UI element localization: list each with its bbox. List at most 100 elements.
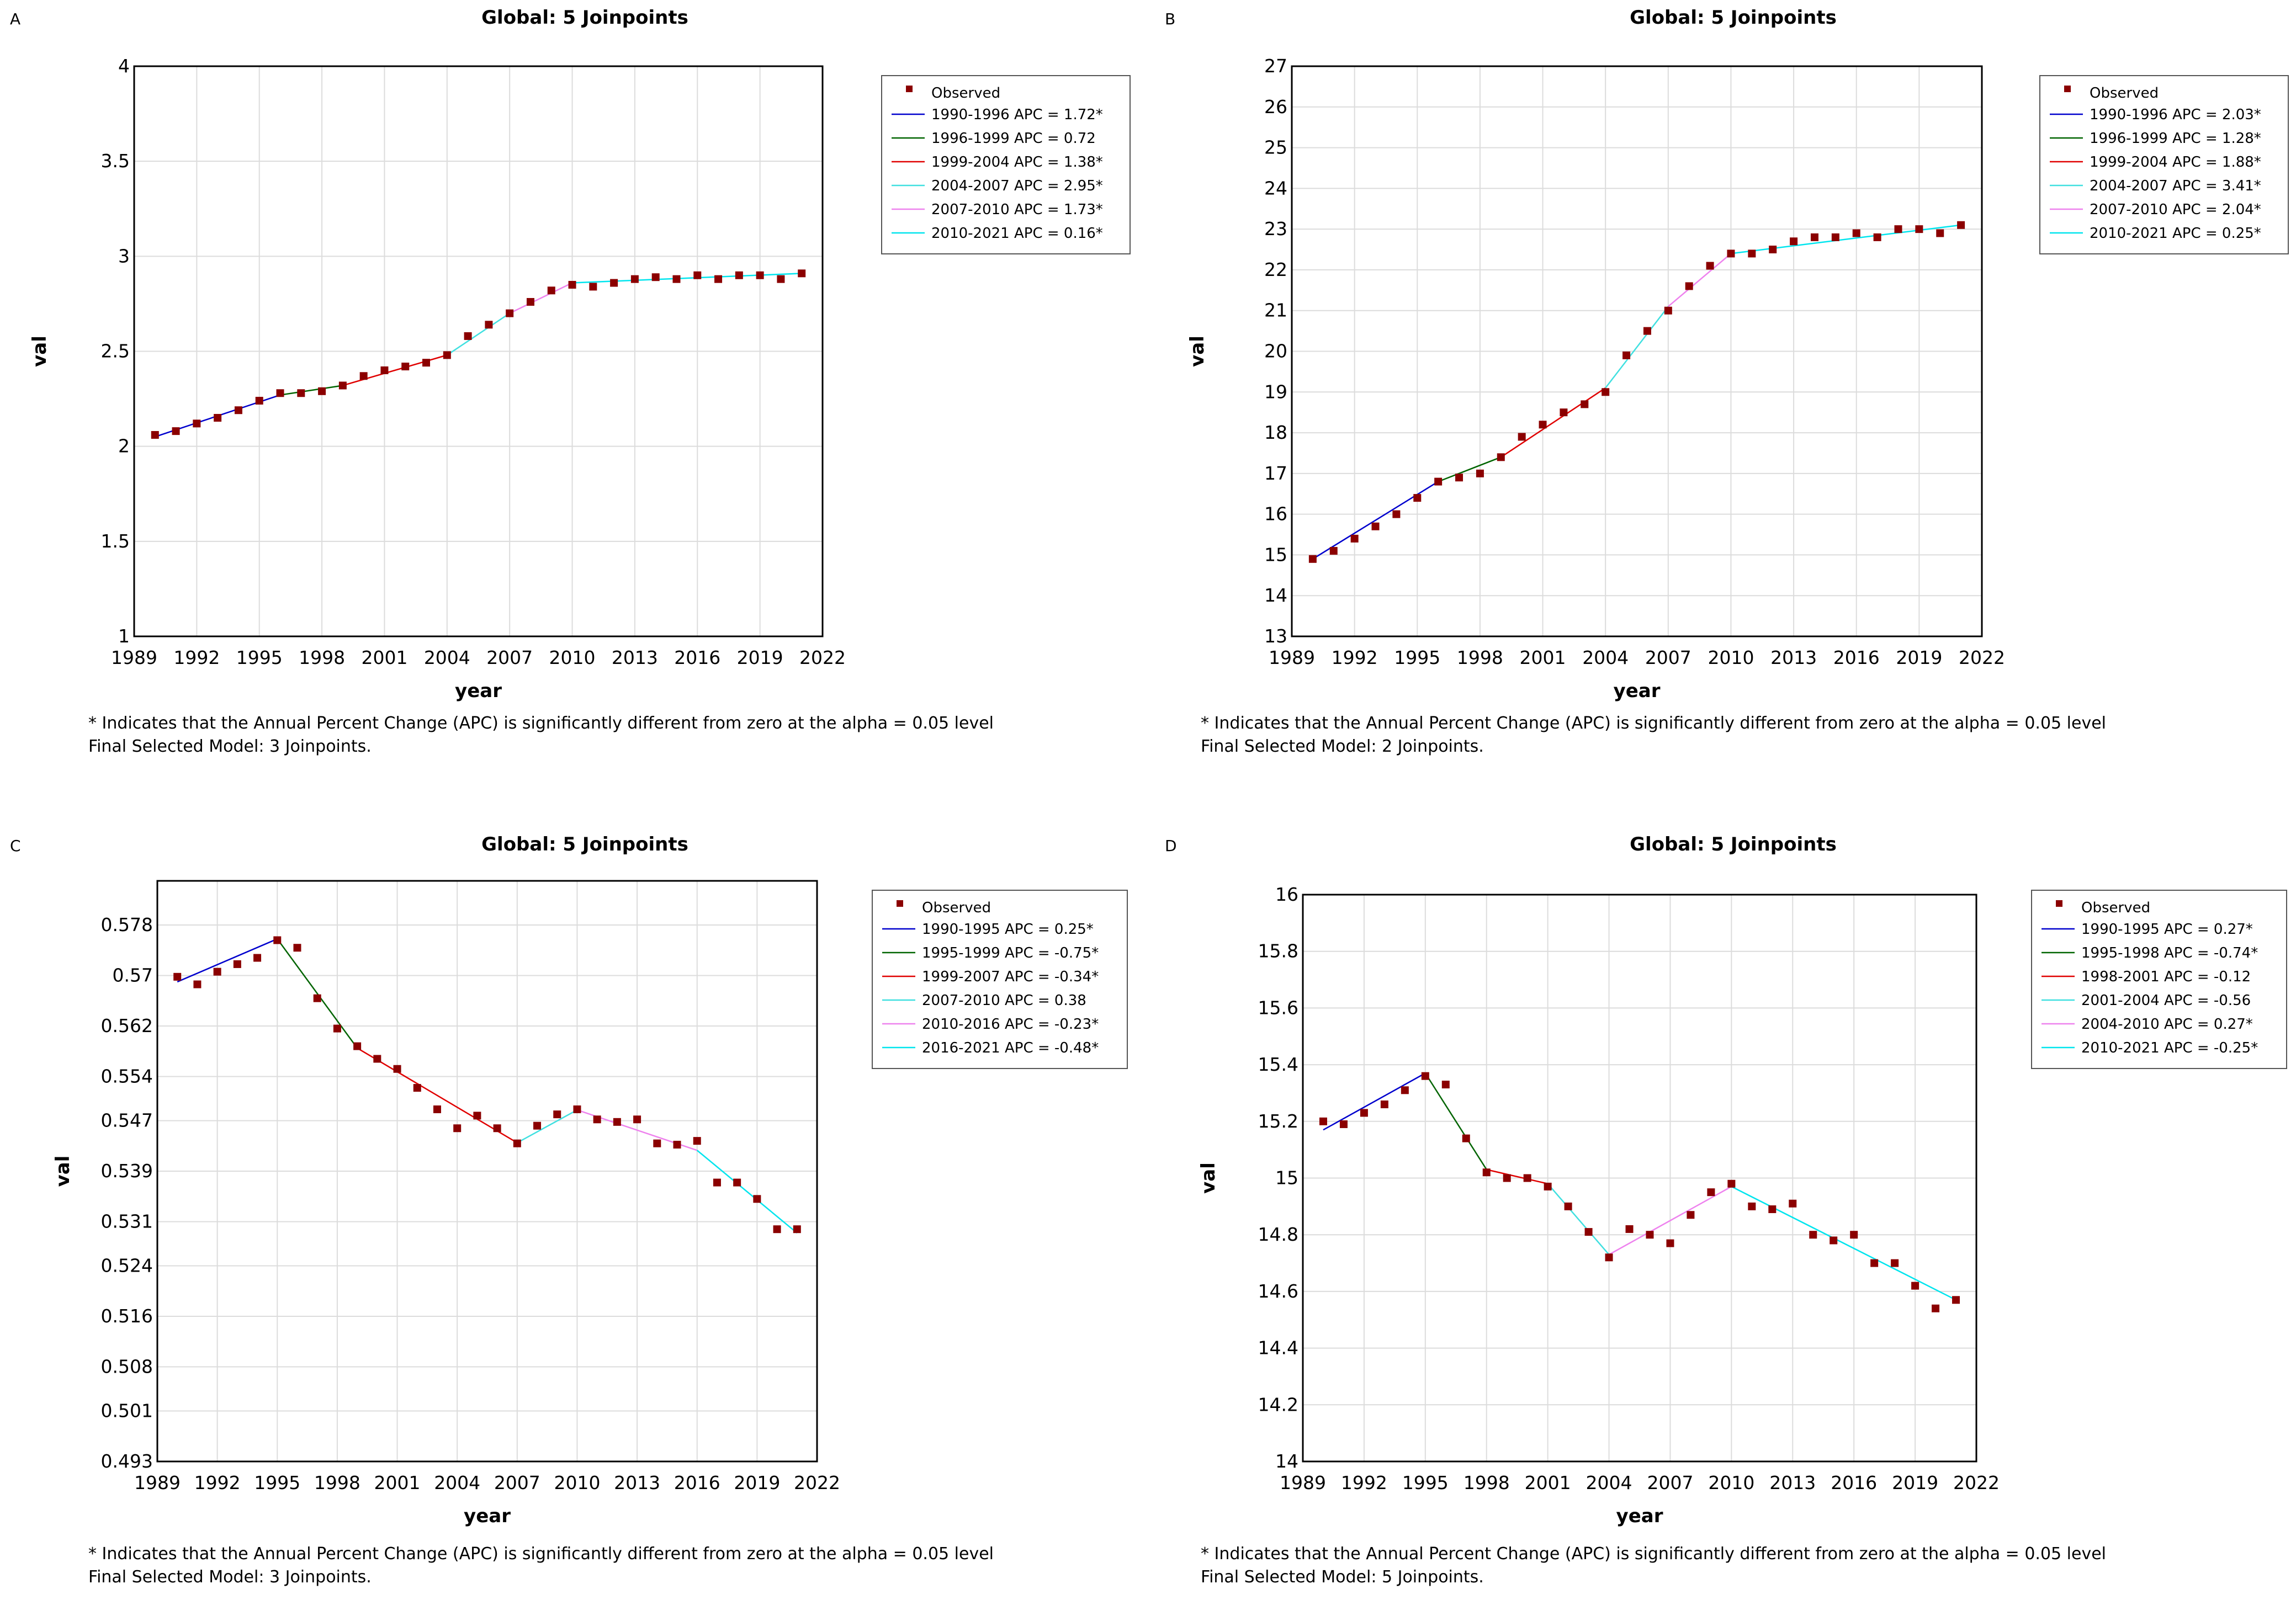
y-tick-label: 2	[118, 435, 130, 457]
y-tick-label: 3.5	[101, 150, 130, 172]
y-axis-title: val	[1186, 336, 1208, 367]
observed-point	[1523, 1174, 1531, 1182]
y-axis-title: val	[29, 336, 51, 367]
observed-point	[1421, 1072, 1429, 1080]
joinpoint-segment-line	[517, 1109, 578, 1144]
x-tick-label: 1989	[111, 647, 157, 668]
legend-observed-marker	[2056, 900, 2062, 907]
legend-segment-label: 2004-2010 APC = 0.27*	[2081, 1016, 2253, 1033]
x-tick-label: 2004	[1582, 647, 1629, 668]
joinpoint-segment-line	[1438, 456, 1502, 482]
x-tick-label: 2013	[1770, 647, 1817, 668]
legend-observed-label: Observed	[922, 900, 991, 916]
observed-point	[793, 1225, 801, 1234]
x-axis-title: year	[1616, 1505, 1663, 1527]
observed-point	[380, 366, 389, 374]
y-tick-label: 19	[1264, 381, 1287, 402]
observed-point	[255, 397, 263, 405]
x-tick-label: 2019	[737, 647, 783, 668]
observed-point	[653, 1139, 661, 1147]
observed-point	[1891, 1259, 1899, 1267]
legend-segment-label: 1998-2001 APC = -0.12	[2081, 969, 2251, 985]
plot-frame	[156, 880, 818, 1463]
y-tick-label: 0.508	[101, 1356, 153, 1377]
legend-segment-label: 2016-2021 APC = -0.48*	[922, 1040, 1099, 1056]
observed-point	[1371, 522, 1380, 530]
x-tick-label: 1995	[254, 1472, 300, 1493]
footnote: * Indicates that the Annual Percent Chan…	[88, 1543, 994, 1589]
legend-segment-label: 2004-2007 APC = 3.41*	[2090, 178, 2261, 194]
gridlines	[1291, 66, 1982, 637]
observed-point	[1380, 1100, 1388, 1108]
chart-title: Global: 5 Joinpoints	[1630, 7, 1837, 29]
legend-observed-label: Observed	[931, 85, 1000, 102]
observed-point	[506, 309, 514, 317]
y-tick-label: 20	[1264, 341, 1287, 362]
legend-box	[872, 890, 1128, 1069]
observed-point	[1622, 351, 1631, 359]
y-tick-label: 16	[1264, 503, 1287, 525]
x-tick-label: 1992	[1341, 1472, 1387, 1493]
footnote: * Indicates that the Annual Percent Chan…	[1201, 1543, 2106, 1589]
legend-segment-label: 2010-2021 APC = 0.16*	[931, 225, 1103, 242]
legend-segment-label: 2007-2010 APC = 2.04*	[2090, 201, 2261, 218]
x-tick-label: 2007	[1647, 1472, 1693, 1493]
joinpoint-segment-line	[509, 282, 573, 314]
legend-box	[881, 75, 1131, 254]
observed-point	[1870, 1259, 1879, 1267]
joinpoint-segment-line	[447, 312, 510, 356]
x-tick-label: 2013	[614, 1472, 660, 1493]
x-axis-title: year	[464, 1505, 511, 1527]
observed-point	[1319, 1117, 1327, 1125]
legend-segment-label: 1996-1999 APC = 1.28*	[2090, 130, 2261, 147]
legend: Observed 1990-1995 APC = 0.27* 1995-1998 A…	[2031, 890, 2287, 1069]
plot-frame	[1302, 894, 1977, 1463]
joinpoint-segment-line	[357, 1047, 518, 1144]
x-tick-label: 1989	[1280, 1472, 1326, 1493]
legend-segment-label: 2010-2021 APC = 0.25*	[2090, 225, 2261, 242]
observed-point	[1850, 1231, 1858, 1239]
x-tick-label: 2016	[674, 1472, 720, 1493]
observed-point	[672, 275, 681, 283]
x-tick-label: 2004	[424, 647, 470, 668]
observed-point	[413, 1084, 421, 1092]
footnote-final-model: Final Selected Model: 3 Joinpoints.	[88, 737, 372, 756]
y-tick-label: 14.8	[1258, 1224, 1298, 1245]
observed-point	[1497, 453, 1505, 461]
observed-point	[733, 1178, 741, 1187]
legend-observed-label: Observed	[2090, 85, 2159, 102]
panel-letter: C	[10, 837, 21, 855]
x-tick-label: 1992	[173, 647, 220, 668]
joinpoint-segment-line	[1605, 306, 1669, 389]
observed-point	[673, 1140, 681, 1149]
observed-point	[593, 1115, 601, 1124]
observed-point	[1605, 1253, 1613, 1262]
joinpoint-segment-line	[177, 938, 278, 983]
observed-point	[1539, 421, 1547, 429]
chart-plot: 1989 1992 1995 1998 2001 2004 2007 2010 2013 2016…	[52, 880, 1128, 1527]
legend-segment-label: 1990-1995 APC = 0.27*	[2081, 921, 2253, 938]
observed-point	[313, 994, 321, 1002]
y-tick-label: 14	[1264, 584, 1287, 606]
observed-point	[1727, 249, 1735, 258]
observed-point	[1625, 1225, 1634, 1233]
y-tick-label: 27	[1264, 55, 1287, 77]
x-tick-label: 2022	[1959, 647, 2005, 668]
observed-point	[1810, 233, 1818, 241]
joinpoint-segment-line	[1486, 1168, 1548, 1184]
observed-point	[1790, 237, 1798, 246]
joinpoint-segment-line	[1668, 253, 1732, 307]
x-tick-label: 2007	[1645, 647, 1691, 668]
observed-point	[1748, 249, 1756, 258]
x-tick-label: 1998	[1457, 647, 1503, 668]
y-tick-label: 15.2	[1258, 1110, 1298, 1132]
observed-point	[1455, 474, 1463, 482]
observed-point	[553, 1110, 561, 1119]
y-tick-label: 24	[1264, 177, 1287, 199]
joinpoint-segment-line	[1500, 387, 1606, 458]
observed-point	[1308, 555, 1317, 563]
y-tick-label: 26	[1264, 96, 1287, 118]
y-tick-label: 15.4	[1258, 1054, 1298, 1075]
legend-segment-label: 2007-2010 APC = 0.38	[922, 992, 1086, 1009]
panel-letter: D	[1165, 837, 1177, 855]
